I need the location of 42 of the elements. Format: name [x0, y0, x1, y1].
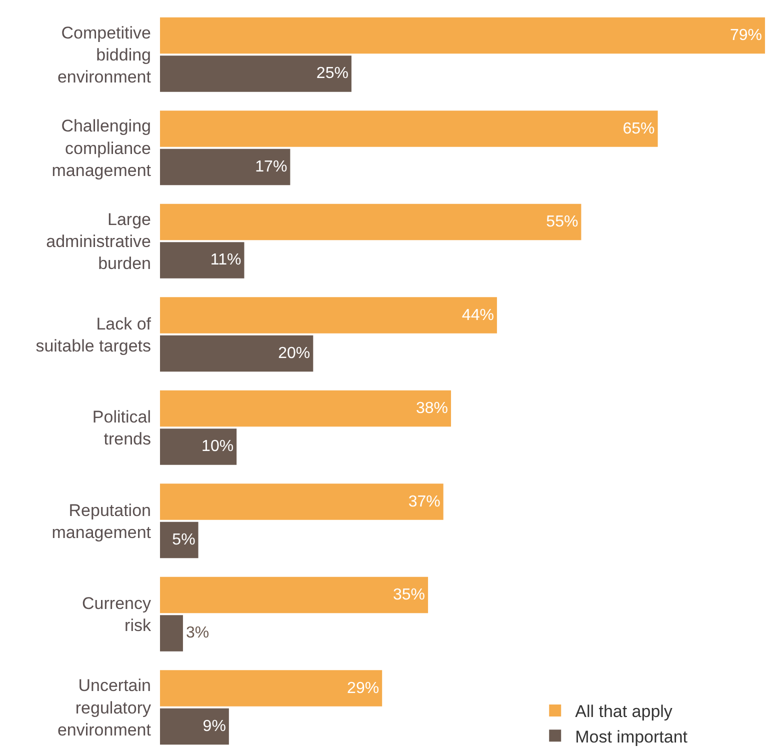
bar: [160, 297, 497, 334]
y-tick-label: Currency risk: [82, 594, 152, 636]
bar: [160, 708, 229, 745]
bar: [160, 242, 244, 278]
legend-label: All that apply: [575, 702, 673, 722]
y-tick-label: Challenging compliance management: [52, 116, 152, 180]
data-label: 79%: [730, 27, 762, 44]
bar: [160, 615, 183, 652]
data-label: 10%: [202, 438, 234, 456]
y-tick-label: Competitive bidding environment: [57, 23, 152, 87]
bar: [160, 148, 290, 186]
bar: [160, 428, 237, 465]
data-label: 37%: [408, 493, 440, 510]
y-tick-label: Political trends: [92, 408, 151, 449]
y-tick-label: Large administrative burden: [46, 210, 151, 274]
bar: [160, 522, 198, 558]
y-tick-label: Reputation management: [52, 500, 152, 542]
bar: [160, 670, 382, 706]
data-label: 44%: [462, 306, 494, 324]
data-label: 29%: [347, 680, 380, 697]
data-label: 17%: [255, 158, 288, 176]
data-label: 11%: [210, 252, 242, 269]
data-label: 20%: [278, 344, 310, 362]
bar: [160, 110, 658, 147]
bar: [160, 390, 452, 427]
bar: [160, 484, 444, 520]
y-tick-label: Uncertain regulatory environment: [57, 676, 152, 740]
data-label: 38%: [416, 400, 448, 418]
y-tick-label: Lack of suitable targets: [36, 314, 152, 356]
bar: [160, 204, 582, 240]
data-label: 35%: [393, 586, 426, 604]
bar: [160, 56, 352, 92]
legend-label: Most important: [575, 727, 688, 746]
data-label: 55%: [546, 214, 578, 231]
data-label: 3%: [186, 624, 210, 642]
bar: [160, 576, 428, 614]
data-label: 65%: [622, 120, 655, 138]
bar: [160, 17, 765, 54]
data-label: 5%: [172, 531, 196, 548]
data-label: 9%: [202, 718, 226, 735]
data-label: 25%: [316, 65, 348, 82]
bar: [160, 335, 314, 372]
